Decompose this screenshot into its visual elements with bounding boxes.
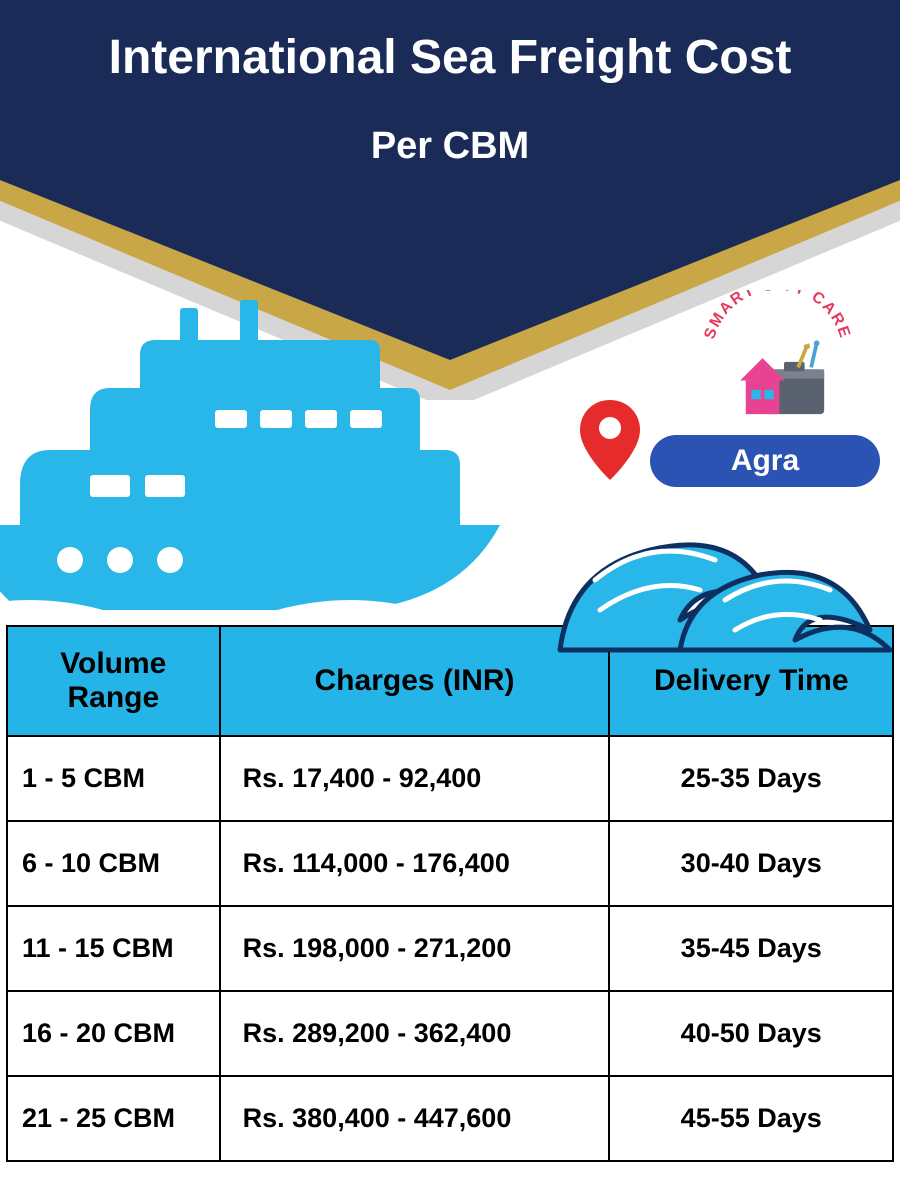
cell-volume: 6 - 10 CBM — [7, 821, 220, 906]
table-row: 6 - 10 CBM Rs. 114,000 - 176,400 30-40 D… — [7, 821, 893, 906]
cell-volume: 16 - 20 CBM — [7, 991, 220, 1076]
cell-charges: Rs. 289,200 - 362,400 — [220, 991, 610, 1076]
city-label: Agra — [731, 444, 799, 478]
cell-charges: Rs. 380,400 - 447,600 — [220, 1076, 610, 1161]
cell-delivery: 25-35 Days — [609, 736, 893, 821]
cell-delivery: 40-50 Days — [609, 991, 893, 1076]
cell-delivery: 35-45 Days — [609, 906, 893, 991]
cell-delivery: 30-40 Days — [609, 821, 893, 906]
brand-logo: SMART CITY CARE — [695, 290, 860, 430]
column-header-volume-label: VolumeRange — [60, 647, 166, 714]
brand-logo-text: SMART CITY CARE — [701, 290, 853, 341]
table-row: 21 - 25 CBM Rs. 380,400 - 447,600 45-55 … — [7, 1076, 893, 1161]
cell-volume: 11 - 15 CBM — [7, 906, 220, 991]
cell-volume: 21 - 25 CBM — [7, 1076, 220, 1161]
hero-graphics: SMART CITY CARE Agra — [0, 260, 900, 640]
table-row: 11 - 15 CBM Rs. 198,000 - 271,200 35-45 … — [7, 906, 893, 991]
location-pin-icon — [580, 400, 640, 480]
page-title: International Sea Freight Cost — [0, 30, 900, 85]
cell-charges: Rs. 17,400 - 92,400 — [220, 736, 610, 821]
cell-volume: 1 - 5 CBM — [7, 736, 220, 821]
cell-charges: Rs. 198,000 - 271,200 — [220, 906, 610, 991]
cell-delivery: 45-55 Days — [609, 1076, 893, 1161]
table-row: 16 - 20 CBM Rs. 289,200 - 362,400 40-50 … — [7, 991, 893, 1076]
cell-charges: Rs. 114,000 - 176,400 — [220, 821, 610, 906]
table-row: 1 - 5 CBM Rs. 17,400 - 92,400 25-35 Days — [7, 736, 893, 821]
column-header-volume: VolumeRange — [7, 626, 220, 736]
ship-icon — [0, 300, 520, 620]
page-subtitle: Per CBM — [0, 125, 900, 168]
pricing-table: VolumeRange Charges (INR) Delivery Time … — [6, 625, 894, 1162]
wave-icon — [540, 480, 900, 660]
